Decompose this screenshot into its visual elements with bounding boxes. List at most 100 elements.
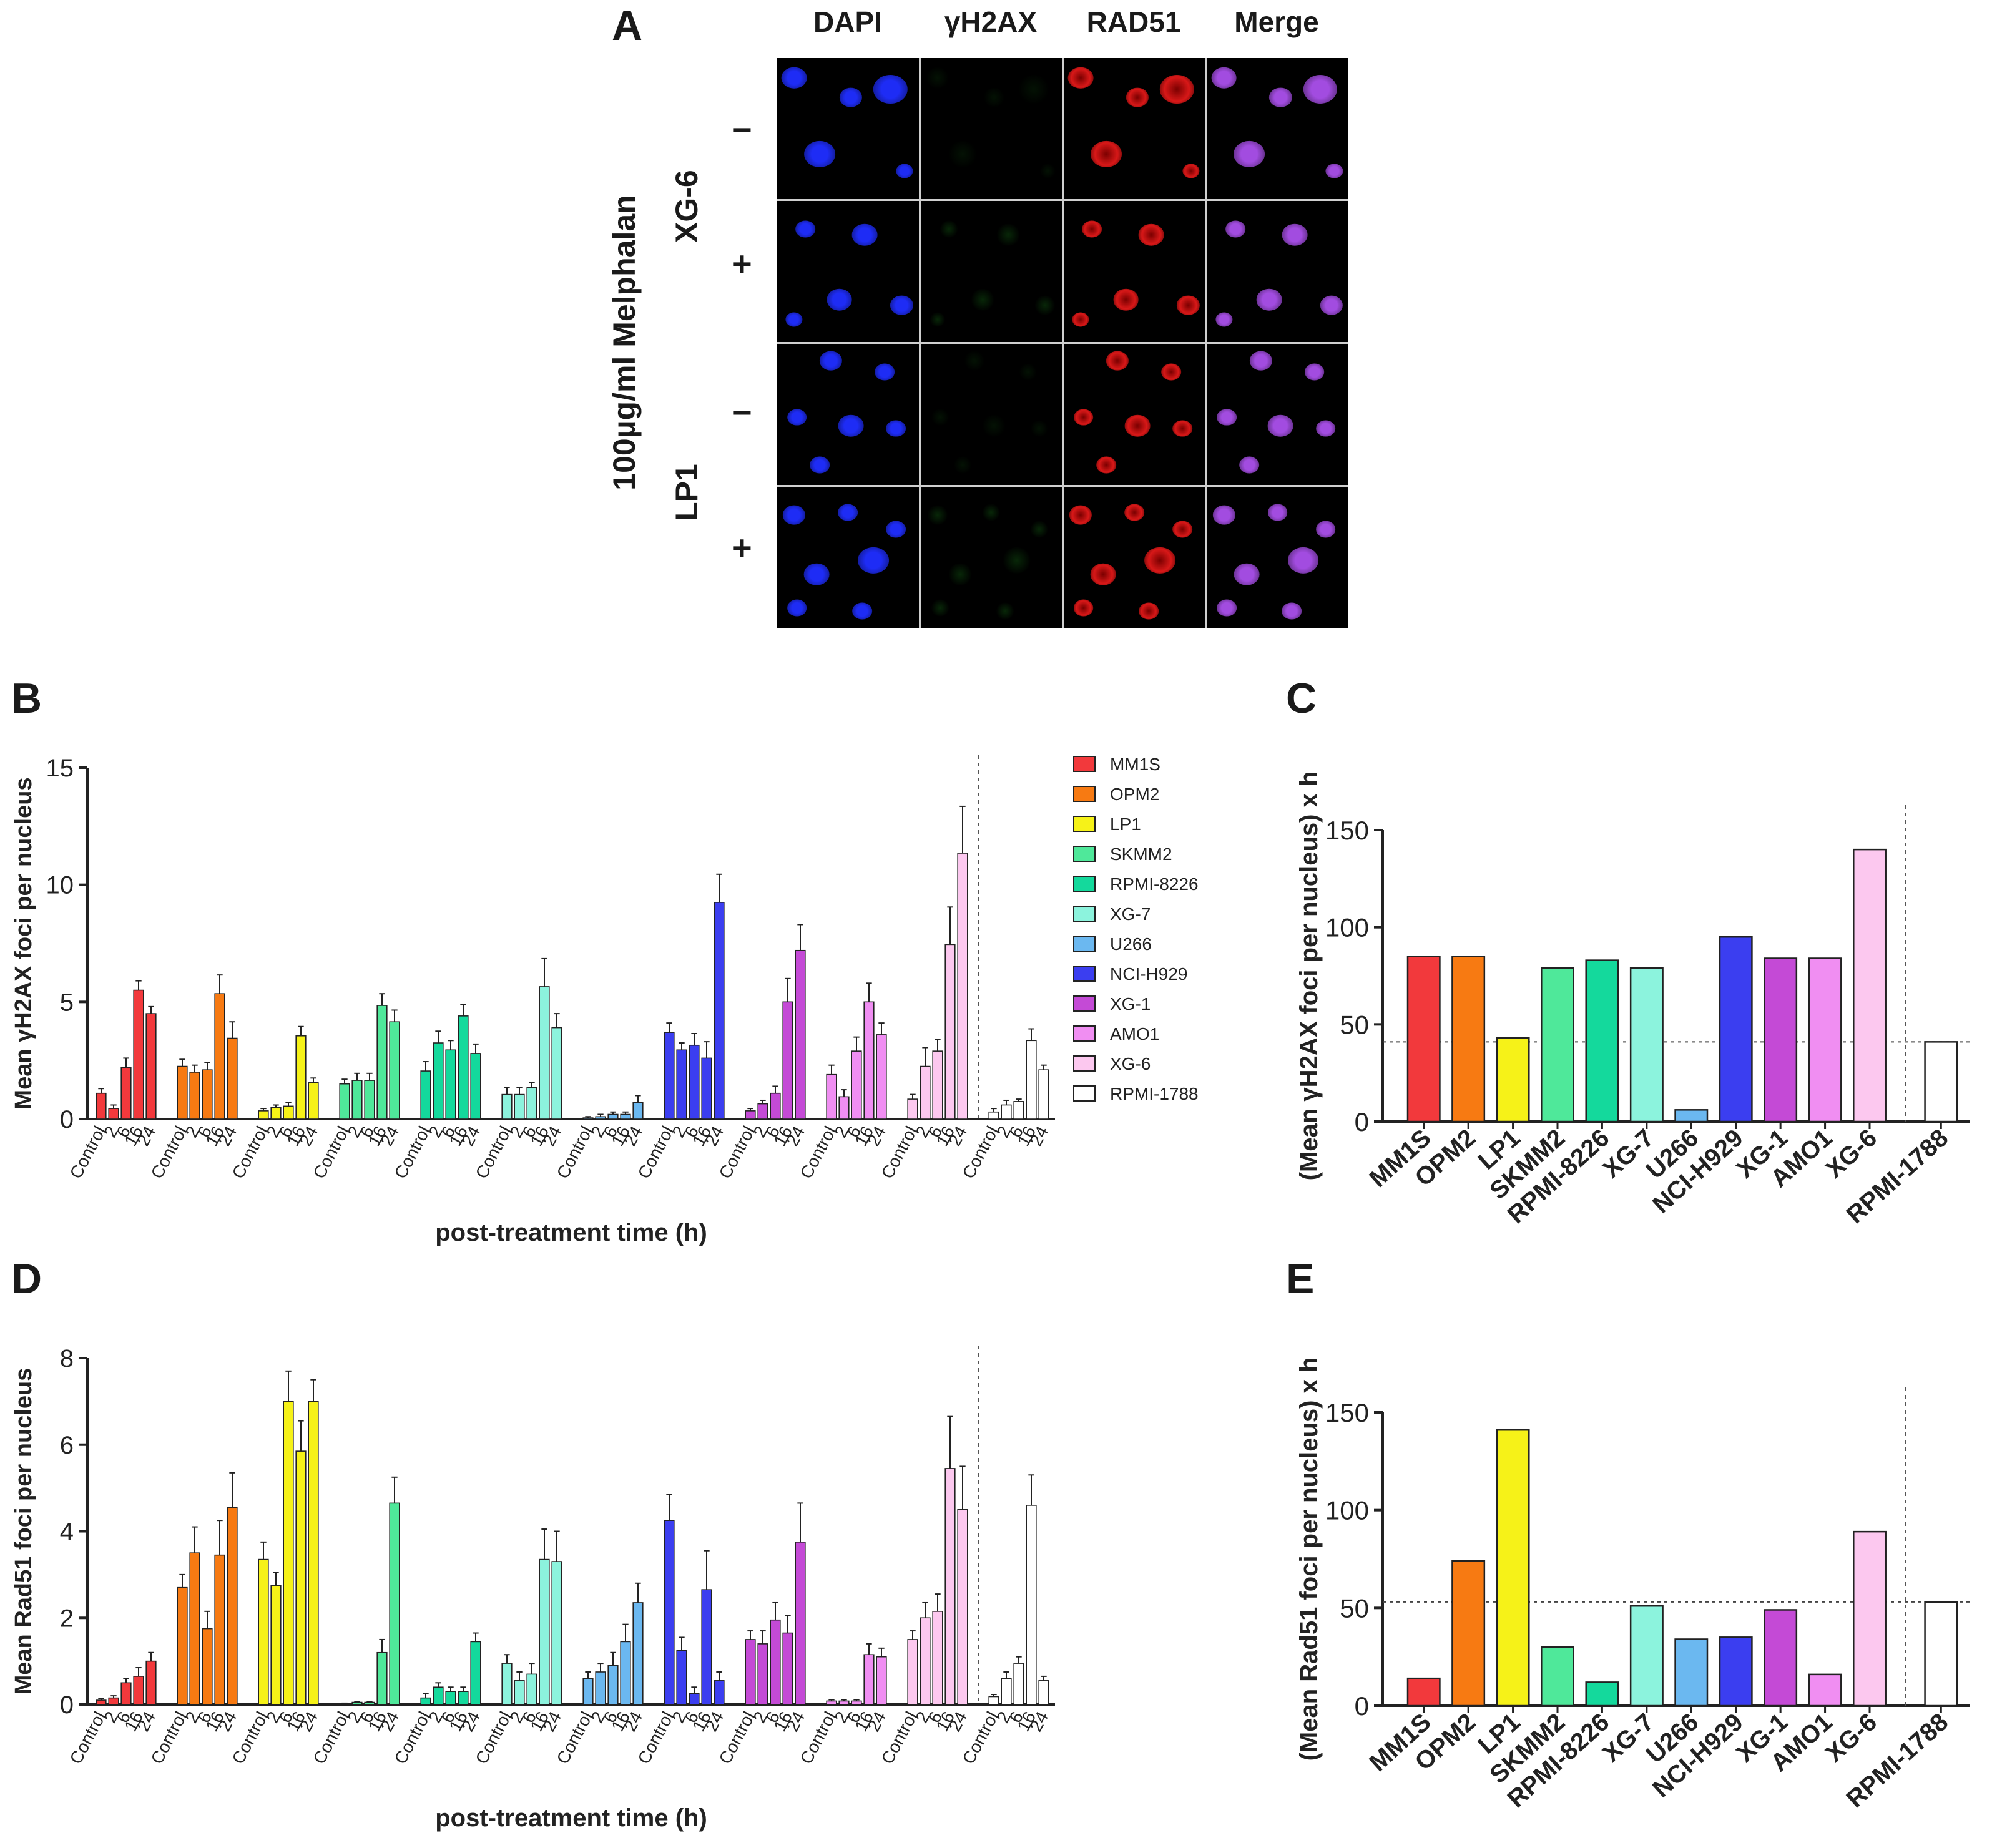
- bar: [876, 1656, 887, 1705]
- bar: [582, 1678, 594, 1705]
- channel-label-rad51: RAD51: [1086, 6, 1181, 38]
- nucleus: [981, 504, 1001, 521]
- bar: [851, 1700, 862, 1705]
- bar: [96, 1699, 107, 1705]
- bar: [389, 1502, 400, 1705]
- bar: [551, 1561, 562, 1705]
- nucleus: [795, 220, 816, 238]
- nucleus: [1320, 295, 1343, 315]
- nucleus: [930, 409, 951, 426]
- bar: [701, 1589, 712, 1705]
- bar: [1541, 967, 1574, 1123]
- y-tick-label: 100: [1325, 1496, 1369, 1525]
- legend-label: SKMM2: [1110, 844, 1172, 864]
- nucleus: [1225, 220, 1245, 238]
- nucleus: [938, 220, 959, 238]
- y-tick-label: 10: [46, 872, 74, 899]
- nucleus: [1282, 602, 1302, 620]
- nucleus: [1269, 87, 1292, 107]
- nucleus: [1249, 351, 1272, 371]
- bar: [1853, 1530, 1887, 1707]
- bar: [607, 1113, 619, 1120]
- micrograph-tile: [777, 344, 919, 485]
- nucleus: [1039, 164, 1056, 178]
- bar: [1038, 1680, 1049, 1705]
- bar: [714, 1680, 725, 1705]
- legend-label: U266: [1110, 934, 1152, 954]
- panel-c-letter: C: [1286, 675, 1317, 722]
- nucleus: [852, 602, 872, 620]
- bar: [932, 1611, 943, 1705]
- nucleus: [785, 312, 803, 327]
- nucleus: [1124, 504, 1145, 521]
- legend-swatch: [1073, 786, 1096, 802]
- nucleus: [1211, 67, 1237, 89]
- bar: [795, 949, 806, 1120]
- bar: [689, 1693, 700, 1705]
- bar: [595, 1671, 606, 1705]
- x-axis-label: post-treatment time (h): [435, 1804, 707, 1832]
- bar: [920, 1617, 931, 1705]
- bar: [595, 1116, 606, 1120]
- bar: [782, 1632, 793, 1705]
- nucleus: [1073, 409, 1094, 426]
- nucleus: [930, 599, 951, 617]
- micrograph-tile: [920, 201, 1062, 342]
- nucleus: [995, 223, 1021, 246]
- nucleus: [1325, 164, 1343, 178]
- y-tick-label: 0: [60, 1691, 74, 1719]
- bar: [851, 1050, 862, 1120]
- nucleus: [1018, 363, 1038, 381]
- micrograph-tile: [920, 487, 1062, 628]
- nucleus: [1096, 456, 1116, 474]
- bar: [676, 1049, 687, 1120]
- panel-e-letter: E: [1286, 1255, 1315, 1303]
- nucleus: [1161, 363, 1181, 381]
- micrograph-tile: [1064, 201, 1205, 342]
- bar: [258, 1558, 269, 1705]
- bar: [944, 1468, 956, 1705]
- legend-label: XG-1: [1110, 994, 1151, 1014]
- bar: [745, 1110, 756, 1120]
- bar: [351, 1080, 363, 1120]
- channel-label-dapi: DAPI: [813, 6, 882, 38]
- bar: [757, 1103, 768, 1120]
- bar: [539, 986, 550, 1120]
- micrograph-tile: [777, 487, 919, 628]
- bar: [189, 1552, 200, 1705]
- y-tick-label: 50: [1340, 1010, 1369, 1039]
- y-tick-label: 150: [1325, 816, 1369, 845]
- bar: [838, 1096, 850, 1120]
- legend-swatch: [1073, 1085, 1096, 1102]
- nucleus: [787, 409, 807, 426]
- nucleus: [1069, 505, 1092, 525]
- nucleus: [1113, 288, 1139, 311]
- nucleus: [963, 351, 986, 371]
- bar: [445, 1691, 456, 1705]
- nucleus: [1172, 420, 1193, 438]
- nucleus: [1091, 563, 1116, 585]
- bar: [501, 1093, 513, 1120]
- micrograph-tile: [1064, 344, 1205, 485]
- y-tick-label: 8: [60, 1345, 74, 1372]
- bar: [876, 1034, 887, 1120]
- nucleus: [929, 312, 946, 327]
- nucleus: [1217, 599, 1237, 617]
- nucleus: [1029, 521, 1049, 538]
- bar: [745, 1639, 756, 1705]
- bar: [283, 1105, 294, 1120]
- bar: [1674, 1638, 1709, 1707]
- nucleus: [1256, 288, 1282, 311]
- nucleus: [886, 420, 906, 438]
- row-sign-4: +: [732, 528, 752, 567]
- nucleus: [926, 505, 949, 525]
- micrograph-tile: [777, 58, 919, 199]
- nucleus: [953, 456, 973, 474]
- bar: [514, 1093, 525, 1120]
- legend-swatch: [1073, 1055, 1096, 1072]
- nucleus: [858, 547, 889, 574]
- micrograph-tile: [1207, 487, 1348, 628]
- nucleus: [1029, 420, 1049, 438]
- nucleus: [1315, 521, 1336, 538]
